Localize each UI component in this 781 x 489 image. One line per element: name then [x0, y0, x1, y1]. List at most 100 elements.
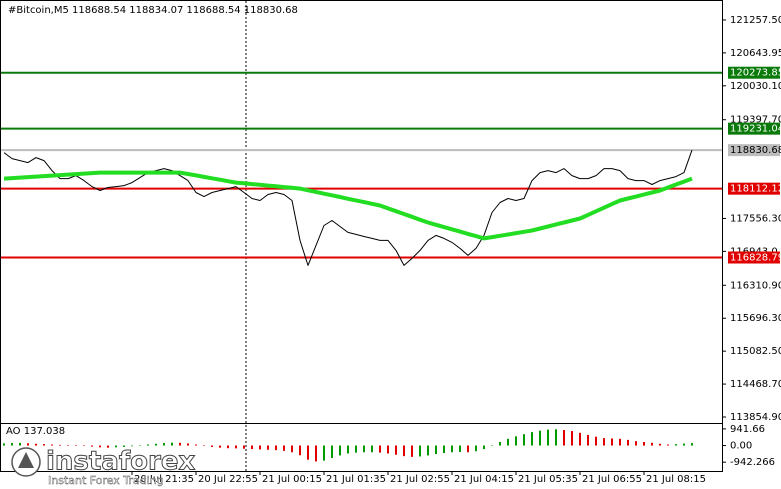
ao-bar — [75, 445, 77, 446]
ao-bar — [627, 439, 629, 446]
ao-bar — [43, 444, 45, 446]
logo-mark — [18, 452, 34, 468]
ao-bar — [91, 445, 93, 447]
y-tick-label: 113854.90 — [730, 412, 781, 423]
ao-bar — [603, 438, 605, 446]
ao-bar — [363, 445, 365, 453]
ao-bar — [403, 445, 405, 457]
ao-bar — [539, 430, 541, 446]
indicator-title: AO 137.038 — [6, 426, 65, 437]
ao-bar — [691, 443, 693, 446]
slogan: Instant Forex Trading — [48, 474, 164, 487]
ao-bar — [667, 444, 669, 446]
ao-bar — [571, 431, 573, 446]
ao-bar — [419, 445, 421, 457]
ao-bar — [227, 445, 229, 449]
moving-average — [3, 170, 693, 241]
ao-bar — [435, 445, 437, 455]
indicator-tick-label: 941.66 — [730, 424, 765, 435]
ao-bar — [99, 445, 101, 448]
ao-bar — [595, 436, 597, 446]
ao-bar — [491, 445, 493, 447]
ao-bar — [275, 445, 277, 451]
ao-bar — [107, 445, 109, 448]
ao-bar — [555, 429, 557, 446]
y-tick-label: 121257.50 — [730, 15, 781, 26]
ao-bar — [483, 445, 485, 450]
ao-bar — [451, 445, 453, 453]
x-tick-label: 21 Jul 02:55 — [390, 474, 450, 485]
ao-bar — [459, 445, 461, 452]
level-label: 116828.79 — [730, 252, 781, 263]
ao-bar — [387, 445, 389, 454]
ao-bar — [427, 445, 429, 456]
ao-bar — [515, 436, 517, 446]
ao-bar — [507, 438, 509, 446]
ao-bar — [203, 445, 205, 447]
ao-bar — [467, 445, 469, 453]
ao-bar — [211, 445, 213, 447]
level-label: 120273.85 — [730, 68, 781, 79]
ao-bar — [171, 442, 173, 446]
y-tick-label: 117556.30 — [730, 213, 781, 224]
y-tick-label: 116310.90 — [730, 280, 781, 291]
ao-bar — [331, 445, 333, 458]
ao-bar — [315, 445, 317, 462]
ao-bar — [51, 444, 53, 446]
ao-bar — [187, 443, 189, 446]
ao-bar — [259, 445, 261, 450]
ao-bar — [155, 443, 157, 446]
ao-bar — [347, 445, 349, 454]
ao-bar — [251, 445, 253, 450]
ao-bar — [339, 445, 341, 456]
ao-bar — [27, 443, 29, 446]
ao-bar — [59, 444, 61, 446]
ao-bar — [675, 444, 677, 446]
indicator-tick-label: 0.00 — [730, 441, 752, 452]
level-label-box — [728, 144, 780, 157]
ao-bar — [643, 442, 645, 446]
ao-bar — [195, 444, 197, 446]
y-tick-label: 119397.70 — [730, 115, 781, 126]
ao-bar — [619, 438, 621, 446]
ao-bar — [67, 445, 69, 446]
ao-bar — [563, 429, 565, 446]
ao-bar — [659, 443, 661, 446]
level-label: 118112.12 — [730, 184, 781, 195]
x-tick-label: 21 Jul 04:15 — [454, 474, 514, 485]
ao-bar — [291, 445, 293, 453]
x-tick-label: 20 Jul 21:35 — [134, 474, 194, 485]
x-tick-label: 21 Jul 05:35 — [518, 474, 578, 485]
brand: instaforex — [46, 447, 196, 477]
y-tick-label: 120643.95 — [730, 48, 781, 59]
ao-bar — [395, 445, 397, 455]
y-tick-label: 114468.70 — [730, 379, 781, 390]
indicator-tick-label: -942.266 — [730, 457, 775, 468]
level-label-box — [728, 122, 780, 135]
ao-bar — [379, 445, 381, 453]
ao-bar — [371, 445, 373, 453]
ao-bar — [323, 445, 325, 461]
ao-bar — [411, 445, 413, 457]
ao-bar — [115, 445, 117, 448]
ao-bar — [147, 444, 149, 446]
y-tick-label: 115082.50 — [730, 346, 781, 357]
chart-title: #Bitcoin,M5 118688.54 118834.07 118688.5… — [8, 5, 298, 16]
ao-bar — [635, 441, 637, 446]
ao-bar — [123, 445, 125, 447]
ao-bar — [235, 445, 237, 449]
ao-bar — [283, 445, 285, 451]
watermark: instaforex Instant Forex Trading — [11, 446, 196, 487]
level-label: 119231.04 — [730, 124, 781, 135]
ao-bar — [3, 443, 5, 446]
ao-bar — [19, 442, 21, 446]
x-tick-label: 21 Jul 00:15 — [262, 474, 322, 485]
ao-bar — [179, 442, 181, 446]
ao-bar — [547, 429, 549, 446]
x-tick-label: 20 Jul 22:55 — [198, 474, 258, 485]
ao-bar — [475, 445, 477, 452]
ao-bar — [531, 432, 533, 446]
x-tick-label: 21 Jul 01:35 — [326, 474, 386, 485]
